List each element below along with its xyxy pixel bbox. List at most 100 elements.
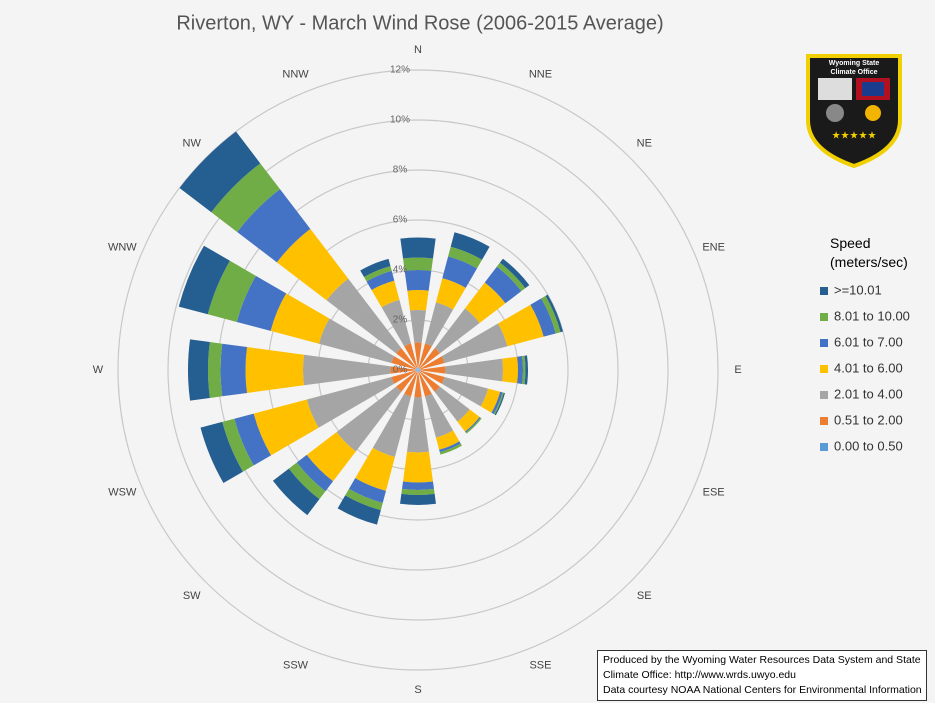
wedge-segment — [336, 386, 402, 452]
legend-label: 0.51 to 2.00 — [834, 412, 903, 427]
wedge-segment — [442, 256, 478, 288]
wedge-segment — [416, 367, 418, 370]
wedge-segment — [418, 370, 421, 372]
legend-label: 0.00 to 0.50 — [834, 438, 903, 453]
wedge-segment — [425, 393, 454, 438]
wedge-segment — [439, 443, 462, 455]
wedge-segment — [416, 368, 418, 370]
wedge-segment — [400, 237, 436, 259]
legend-swatch — [820, 365, 828, 373]
wedge-segment — [410, 310, 426, 343]
direction-label: ENE — [702, 241, 725, 253]
grid-circle — [167, 119, 669, 621]
wedge-segment — [418, 372, 432, 397]
direction-label: WSW — [108, 486, 137, 498]
wedge-segment — [435, 430, 460, 450]
wedge-segment — [441, 323, 508, 363]
wedge-segment — [404, 269, 432, 291]
wedge-segment — [355, 447, 395, 491]
grid-circle — [117, 69, 719, 671]
legend-swatch — [820, 339, 828, 347]
wedge-segment — [434, 308, 480, 354]
wedge-segment — [337, 495, 381, 525]
wedge-segment — [360, 258, 391, 278]
wedge-segment — [418, 370, 420, 372]
wedge-segment — [207, 342, 223, 398]
direction-label: WNW — [108, 241, 137, 253]
wedge-segment — [220, 343, 248, 397]
wedge-segment — [418, 367, 420, 370]
wedge-segment — [372, 393, 411, 457]
wedge-segment — [524, 355, 529, 385]
wedge-segment — [288, 462, 326, 500]
wedge-segment — [390, 366, 416, 374]
wedge-segment — [179, 131, 261, 213]
credit-line: Produced by the Wyoming Water Resources … — [603, 654, 921, 666]
wedge-segment — [493, 392, 504, 415]
wedge-segment — [530, 298, 556, 337]
wedge-segment — [418, 368, 421, 370]
wedge-segment — [414, 342, 422, 368]
wedge-segment — [403, 257, 433, 271]
logo-text: Climate Office — [830, 69, 877, 76]
wedge-segment — [391, 356, 416, 370]
wedge-segment — [480, 388, 501, 413]
wedge-segment — [306, 377, 395, 428]
chart-title: Riverton, WY - March Wind Rose (2006-201… — [176, 12, 663, 34]
wedge-segment — [404, 372, 418, 397]
wedge-segment — [418, 368, 420, 370]
direction-label: E — [734, 364, 741, 376]
wedge-segment — [364, 266, 392, 282]
wedge-segment — [396, 348, 417, 369]
legend-swatch — [820, 313, 828, 321]
direction-label: NNE — [529, 68, 552, 80]
direction-label: NW — [183, 138, 202, 150]
wedge-segment — [420, 366, 446, 374]
wedge-segment — [396, 371, 417, 392]
direction-label: SSW — [283, 660, 309, 672]
wedge-segment — [434, 386, 470, 422]
wedge-segment — [445, 358, 503, 382]
wedge-segment — [236, 275, 287, 331]
legend-swatch — [820, 287, 828, 295]
wedge-segment — [419, 348, 440, 369]
wedge-segment — [366, 270, 395, 291]
wedge-segment — [348, 478, 386, 503]
legend-swatch — [820, 391, 828, 399]
wedge-segment — [245, 347, 305, 393]
wedge-segment — [465, 417, 482, 434]
direction-label: SSE — [529, 660, 551, 672]
wedge-segment — [391, 370, 416, 384]
wedge-segment — [448, 246, 483, 269]
wedge-segment — [306, 432, 356, 482]
direction-label: SE — [637, 590, 652, 602]
wedge-segment — [272, 468, 320, 516]
wedge-segment — [404, 343, 418, 368]
wedge-segment — [407, 397, 429, 453]
wedge-segment — [545, 294, 563, 333]
legend-title: Speed (meters/sec) — [830, 235, 908, 270]
wedge-segment — [270, 293, 330, 344]
wedge-segment — [425, 302, 454, 347]
legend-label: 2.01 to 4.00 — [834, 386, 903, 401]
wedge-segment — [465, 417, 481, 433]
wedge-segment — [207, 260, 256, 322]
legend-swatch — [820, 417, 828, 425]
r-tick-label: 4% — [393, 265, 408, 276]
wedge-segment — [450, 232, 490, 260]
wedge-segment — [541, 295, 561, 334]
direction-label: N — [414, 44, 422, 56]
wedge-segment — [326, 278, 402, 354]
legend-label: 4.01 to 6.00 — [834, 360, 903, 375]
credit-line: Climate Office: http://www.wrds.uwyo.edu — [603, 669, 796, 681]
wedge-segment — [302, 354, 391, 386]
wedge-segment — [417, 370, 419, 373]
wedge-segment — [497, 304, 544, 347]
wedge-segment — [403, 451, 433, 483]
direction-label: SW — [183, 590, 201, 602]
wedge-segment — [414, 372, 422, 398]
direction-label: ESE — [703, 486, 725, 498]
logo-text: Wyoming State — [829, 60, 880, 67]
